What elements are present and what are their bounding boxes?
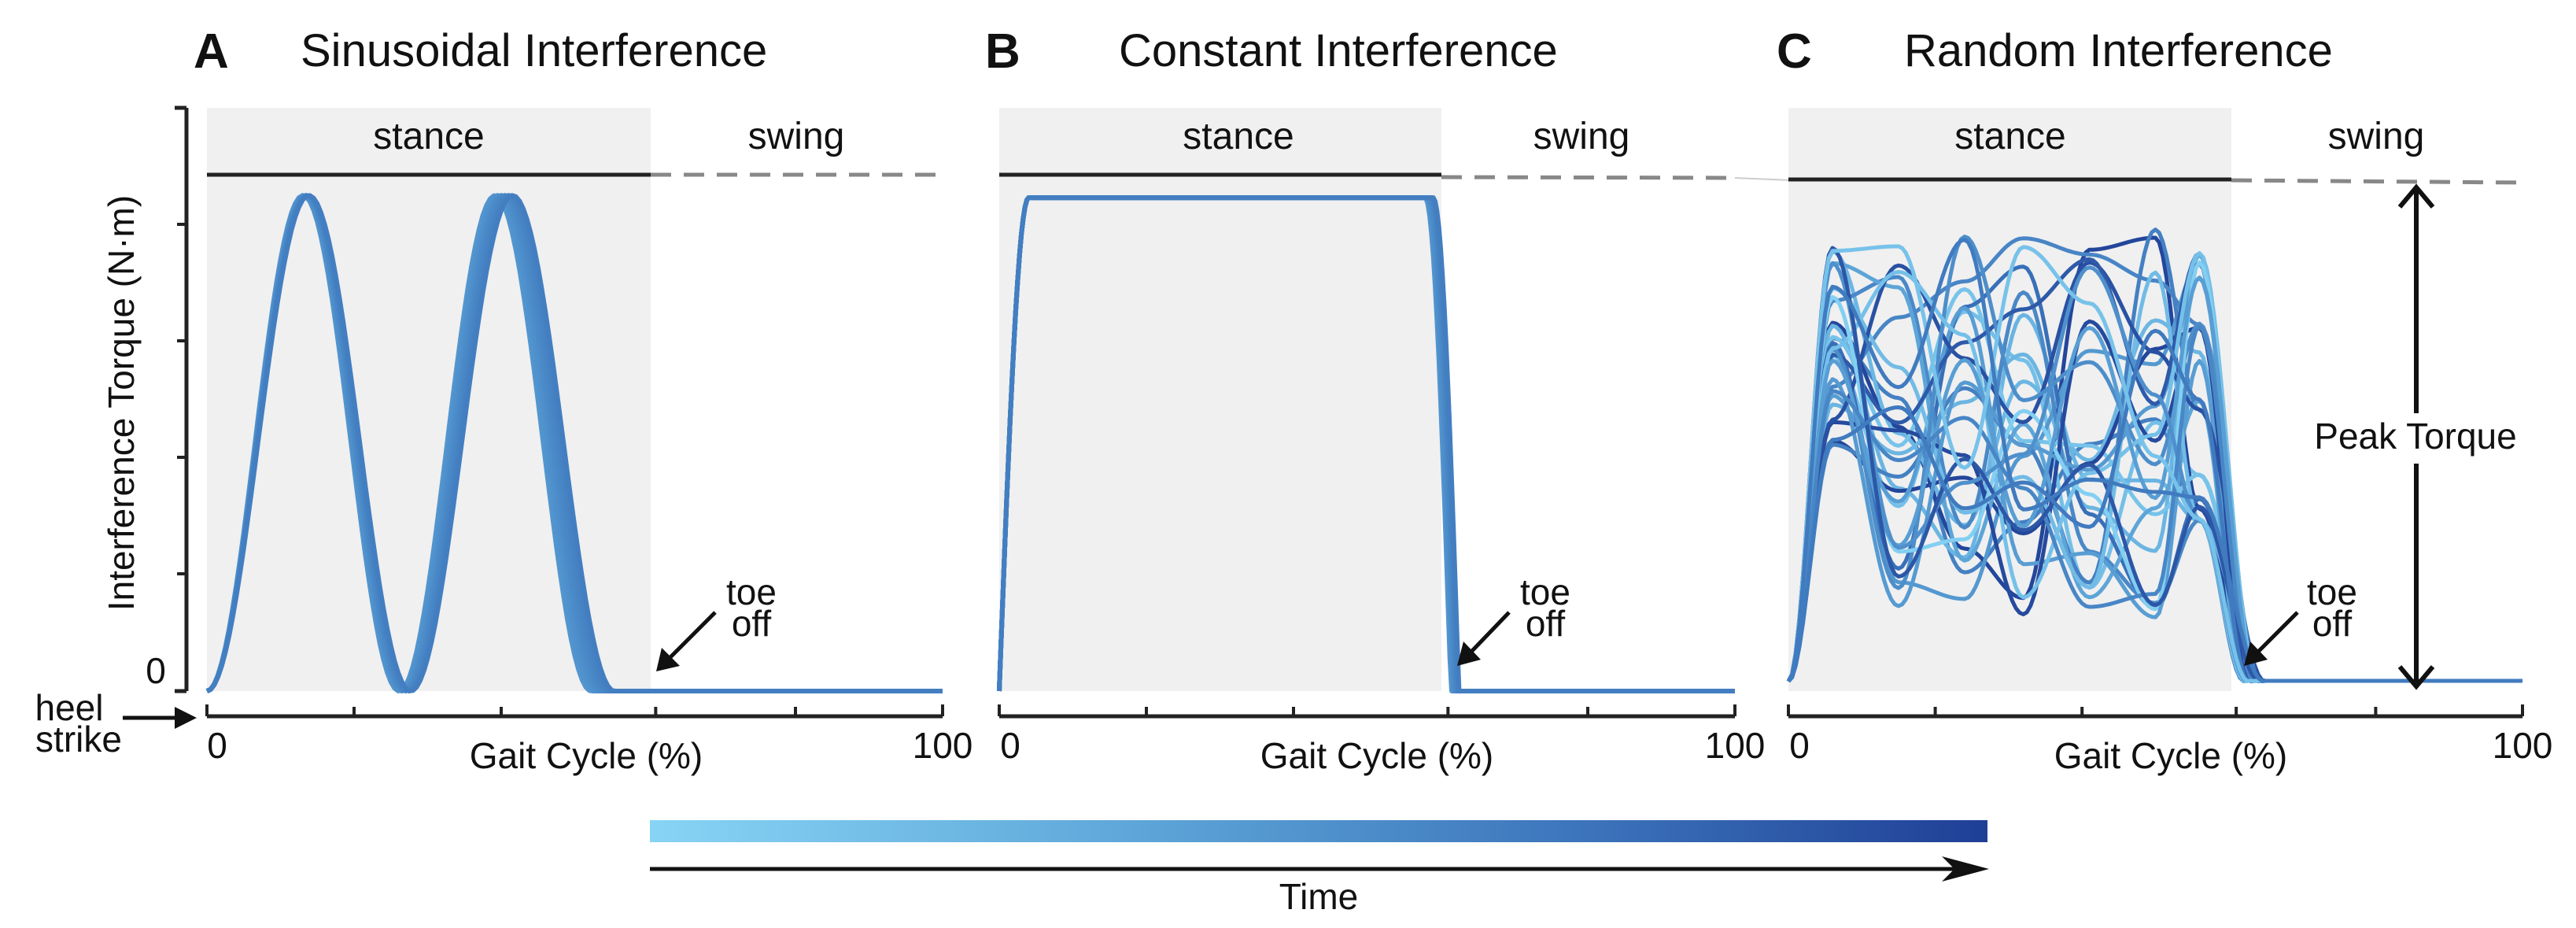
- panel-a-letter: A: [194, 24, 229, 79]
- panel-b-xtick-100: 100: [1705, 725, 1766, 766]
- stride-curve: [1786, 238, 2522, 683]
- panel-c-swing-dash: [2231, 178, 2523, 185]
- time-gradient-bar: [650, 820, 1987, 842]
- panel-b-xtick-0: 0: [1000, 725, 1020, 766]
- panel-a-title: Sinusoidal Interference: [301, 25, 767, 76]
- panel-b-curves: [997, 195, 1736, 693]
- panel-b-swing-dash: [1441, 175, 1736, 180]
- panel-c-swing-label: swing: [2328, 116, 2425, 157]
- panel-b-stance-region: [999, 108, 1441, 691]
- panel-b-toe-label: toe: [1520, 571, 1570, 612]
- panel-c-curves: [1786, 227, 2522, 684]
- panel-a-toe-off-arrow: [665, 611, 717, 663]
- stride-curve: [205, 193, 943, 693]
- panel-a-x-label: Gait Cycle (%): [470, 735, 703, 776]
- panel-b-letter: B: [985, 24, 1020, 79]
- heel-strike-annotation: heel strike: [35, 687, 197, 760]
- peak-torque-label: Peak Torque: [2314, 416, 2516, 457]
- y-axis-label: Interference Torque (N·m): [101, 195, 142, 611]
- panel-c-off-label: off: [2312, 603, 2353, 644]
- panel-c-stance-label: stance: [1954, 116, 2065, 157]
- panel-a-toe-label: toe: [726, 571, 777, 612]
- panel-c-toe-label: toe: [2307, 571, 2357, 612]
- heel-label: heel: [35, 687, 104, 728]
- panel-b-off-label: off: [1526, 603, 1566, 644]
- panel-a-xtick-100: 100: [913, 725, 973, 766]
- time-label: Time: [1279, 876, 1359, 917]
- panel-a-stance-label: stance: [373, 116, 484, 157]
- panel-a-off-label: off: [732, 603, 772, 644]
- panel-b-toe-off-arrow: [1468, 611, 1511, 655]
- panel-a-curves: [205, 193, 943, 693]
- strike-label: strike: [35, 719, 122, 760]
- panel-b-title: Constant Interference: [1119, 25, 1558, 76]
- panel-c-title: Random Interference: [1904, 25, 2333, 76]
- stride-curve: [997, 195, 1736, 693]
- panel-a-xtick-0: 0: [207, 725, 227, 766]
- panel-a-swing-label: swing: [748, 116, 845, 157]
- panel-b-x-label: Gait Cycle (%): [1260, 735, 1493, 776]
- panel-c-letter: C: [1777, 24, 1812, 79]
- panel-c-xtick-100: 100: [2493, 725, 2553, 766]
- panel-b-stance-label: stance: [1183, 116, 1294, 157]
- y-zero-label: 0: [146, 650, 166, 691]
- panel-c: C Random Interference stance swing 0 100…: [1777, 24, 2552, 776]
- panel-b-swing-label: swing: [1533, 116, 1630, 157]
- panel-c-xtick-0: 0: [1789, 725, 1810, 766]
- time-legend: Time: [650, 820, 1989, 917]
- panel-c-toe-off-arrow: [2255, 611, 2299, 655]
- panel-a: A Sinusoidal Interference stance swing 0…: [146, 24, 972, 776]
- panel-b: B Constant Interference stance swing 0 1…: [985, 24, 1791, 776]
- panel-c-x-label: Gait Cycle (%): [2054, 735, 2287, 776]
